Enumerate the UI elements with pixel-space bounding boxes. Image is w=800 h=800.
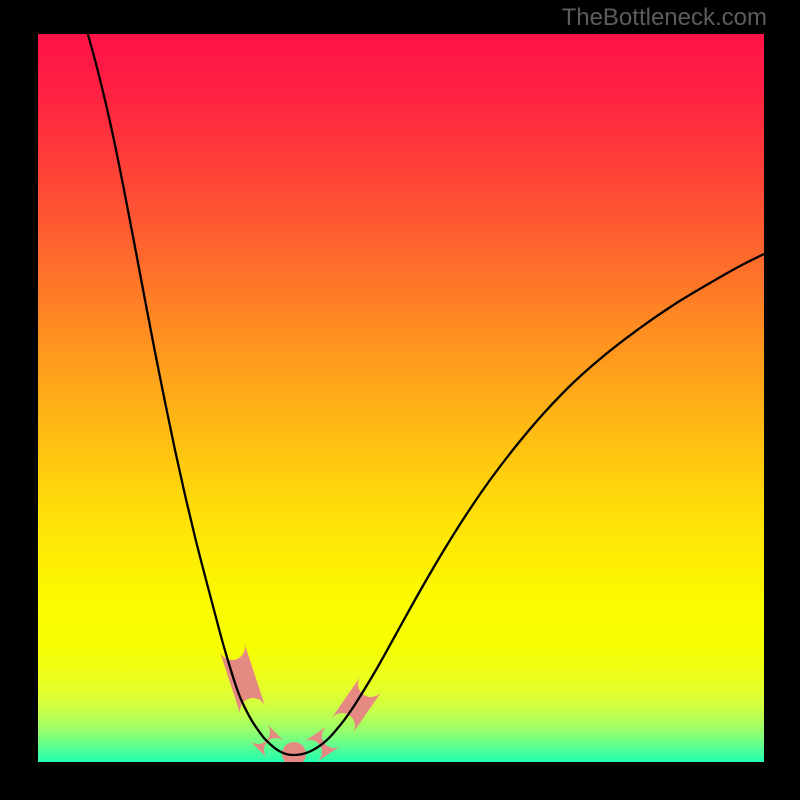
watermark-text: TheBottleneck.com	[562, 4, 767, 32]
chart-overlay-svg	[0, 0, 800, 800]
chart-stage: TheBottleneck.com	[0, 0, 800, 800]
bottleneck-curve	[85, 24, 764, 755]
highlight-blob	[331, 677, 381, 734]
